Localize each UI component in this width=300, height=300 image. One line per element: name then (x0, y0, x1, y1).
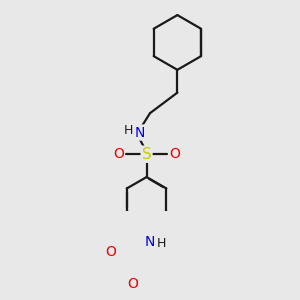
Text: O: O (113, 147, 124, 161)
Text: S: S (142, 147, 152, 162)
Text: H: H (124, 124, 134, 137)
Text: O: O (128, 277, 138, 291)
Text: N: N (145, 235, 155, 249)
Text: O: O (105, 245, 116, 259)
Text: N: N (135, 126, 146, 140)
Text: H: H (156, 237, 166, 250)
Text: O: O (169, 147, 180, 161)
